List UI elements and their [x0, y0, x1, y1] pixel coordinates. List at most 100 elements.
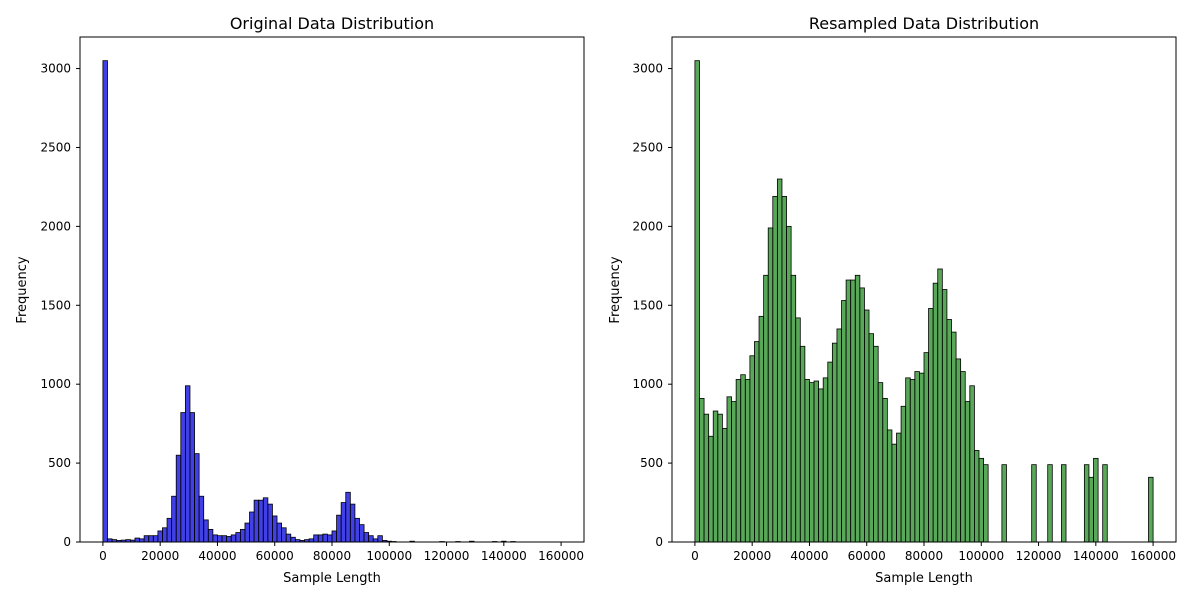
y-tick-label: 0	[655, 535, 663, 549]
histogram-bar	[946, 319, 952, 543]
histogram-bar	[221, 535, 228, 543]
histogram-bar	[864, 309, 870, 543]
histogram-bar	[322, 533, 328, 543]
y-tick-label: 2500	[40, 140, 71, 154]
histogram-bar	[327, 534, 333, 543]
y-tick-label: 3000	[632, 62, 663, 76]
histogram-bar	[841, 300, 847, 543]
y-tick-label: 1000	[632, 377, 663, 391]
histogram-bar	[699, 397, 705, 543]
histogram-bar	[194, 453, 200, 543]
histogram-bar	[717, 413, 723, 543]
histogram-bar	[735, 379, 742, 543]
histogram-bar	[708, 435, 714, 543]
histogram-bar	[1088, 476, 1094, 543]
x-tick-label: 60000	[848, 549, 886, 563]
histogram-bar	[868, 333, 875, 543]
x-tick-label: 120000	[1016, 549, 1062, 563]
histogram-bar	[249, 511, 255, 543]
histogram-bar	[226, 536, 232, 543]
y-axis-label: Frequency	[608, 256, 623, 323]
histogram-bar	[143, 535, 150, 543]
histogram-bar	[217, 535, 223, 543]
histogram-bar	[731, 401, 737, 543]
x-tick-label: 40000	[790, 549, 828, 563]
chart-title: Original Data Distribution	[230, 14, 434, 33]
histogram-bar	[1093, 457, 1099, 543]
histogram-bars	[694, 60, 1154, 543]
histogram-bar	[877, 382, 884, 543]
axis-ticks: 0 20000 40000 60000 80000 100000 120000 140000 1…	[632, 62, 1176, 563]
histogram-bar	[831, 342, 838, 543]
histogram-bar	[905, 377, 911, 543]
x-tick-label: 160000	[1130, 549, 1176, 563]
histogram-bar	[1102, 464, 1108, 543]
y-tick-label: 2500	[632, 140, 663, 154]
histogram-bar	[960, 371, 966, 543]
histogram-bar	[1031, 464, 1037, 543]
histogram-bar	[932, 282, 939, 543]
histogram-bar	[964, 401, 971, 543]
histogram-bar	[754, 341, 760, 543]
y-tick-label: 3000	[40, 62, 71, 76]
histogram-bar	[859, 287, 865, 543]
axes-frame	[79, 36, 585, 543]
histogram-bar	[281, 527, 287, 543]
histogram-bar	[102, 60, 108, 543]
histogram-bar	[767, 227, 774, 543]
histogram-bar	[1047, 464, 1053, 543]
histogram-bar	[795, 317, 801, 543]
histogram-bar	[207, 528, 214, 543]
y-tick-label: 1500	[632, 298, 663, 312]
resampled-distribution-panel: Resampled Data Distribution Sample Lengt…	[608, 14, 1177, 586]
histogram-bar	[317, 534, 324, 543]
histogram-bar	[845, 279, 852, 543]
histogram-bar	[258, 499, 264, 543]
histogram-bar	[955, 358, 962, 543]
histogram-bar	[891, 443, 897, 543]
x-tick-label: 160000	[538, 549, 584, 563]
histogram-bar	[359, 524, 365, 543]
x-tick-label: 0	[691, 549, 699, 563]
histogram-bar	[983, 464, 989, 543]
histogram-bar	[336, 514, 342, 543]
x-tick-label: 80000	[313, 549, 351, 563]
original-distribution-panel: Original Data Distribution Sample Length…	[15, 14, 585, 586]
histogram-bar	[809, 382, 815, 543]
histogram-bar	[827, 361, 833, 543]
histogram-bar	[694, 60, 700, 543]
y-tick-label: 1500	[40, 298, 71, 312]
histogram-bar	[285, 533, 292, 543]
histogram-bar	[1061, 464, 1067, 543]
histogram-bar	[180, 412, 186, 543]
histogram-bar	[162, 527, 168, 543]
histogram-bar	[349, 503, 356, 543]
x-tick-label: 140000	[481, 549, 527, 563]
axis-ticks: 0 20000 40000 60000 80000 100000 120000 140000 1…	[40, 62, 584, 563]
histogram-bars	[102, 60, 516, 543]
y-tick-label: 2000	[632, 219, 663, 233]
histogram-bar	[744, 379, 751, 543]
x-tick-label: 20000	[733, 549, 771, 563]
histogram-bar	[722, 427, 728, 543]
histogram-bar	[772, 195, 778, 543]
y-tick-label: 1000	[40, 377, 71, 391]
histogram-bar	[896, 432, 902, 543]
axes-frame	[671, 36, 1177, 543]
histogram-bar	[818, 388, 824, 543]
y-tick-label: 0	[63, 535, 71, 549]
histogram-bar	[914, 371, 920, 543]
x-tick-label: 60000	[256, 549, 294, 563]
histogram-bar	[969, 385, 975, 543]
x-tick-label: 100000	[366, 549, 412, 563]
histogram-bar	[262, 497, 269, 543]
histogram-bar	[978, 457, 984, 543]
histogram-bar	[175, 454, 182, 543]
histogram-bar	[813, 380, 820, 543]
histogram-bar	[786, 225, 792, 543]
histogram-bar	[354, 517, 360, 543]
histogram-bar	[726, 396, 732, 543]
histogram-bar	[758, 315, 765, 543]
histogram-bar	[171, 495, 177, 543]
x-tick-label: 20000	[141, 549, 179, 563]
